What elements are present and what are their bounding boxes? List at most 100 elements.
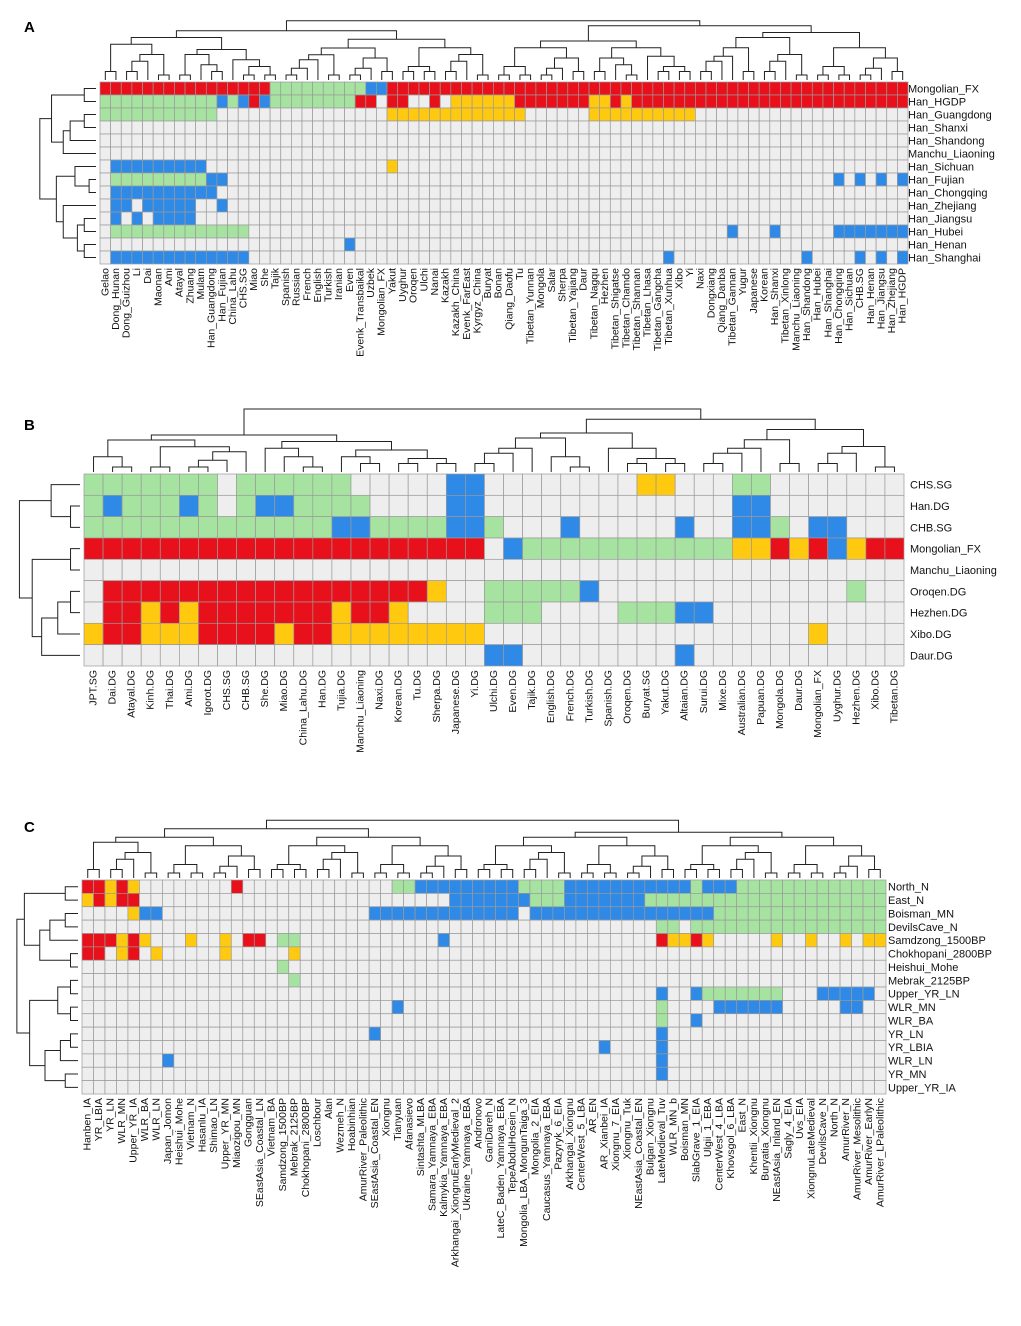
heatmap-cell: [652, 198, 664, 213]
heatmap-cell: [386, 185, 399, 200]
heatmap-cell: [827, 622, 848, 646]
heatmap-cell: [205, 81, 218, 96]
heatmap-cell: [350, 473, 371, 496]
heatmap-cell: [726, 172, 739, 187]
heatmap-cell: [575, 1000, 588, 1015]
heatmap-cell: [816, 1080, 829, 1095]
column-dendrogram-branch: [211, 71, 223, 80]
column-dendrogram-branch: [381, 71, 393, 80]
heatmap-cell: [484, 473, 504, 496]
heatmap-cell: [541, 946, 554, 961]
heatmap-cell: [265, 893, 278, 908]
heatmap-cell: [737, 211, 749, 226]
heatmap-cell: [579, 601, 600, 624]
heatmap-cell: [255, 537, 276, 560]
heatmap-cell: [216, 237, 228, 252]
heatmap-cell: [450, 198, 462, 213]
column-dendrogram-branch: [107, 439, 196, 457]
heatmap-cell: [506, 919, 519, 934]
heatmap-cell: [344, 237, 356, 252]
heatmap-cell: [862, 919, 875, 934]
heatmap-cell: [732, 580, 752, 603]
heatmap-cell: [609, 107, 622, 122]
heatmap-cell: [560, 494, 581, 518]
row-dendrogram-branch: [74, 166, 96, 187]
heatmap-cell: [588, 94, 601, 109]
heatmap-cell: [439, 94, 452, 109]
heatmap-cell: [299, 933, 313, 948]
heatmap-cell: [617, 516, 638, 539]
heatmap-cell: [854, 133, 866, 148]
heatmap-cell: [259, 237, 271, 252]
heatmap-cell: [726, 211, 739, 226]
row-label: Han_Fujian: [908, 175, 964, 187]
heatmap-cell: [865, 644, 886, 667]
heatmap-cell: [461, 224, 473, 239]
row-label: Daur.DG: [910, 650, 953, 662]
heatmap-cell: [874, 906, 887, 921]
heatmap-cell: [631, 146, 643, 161]
heatmap-cell: [552, 1053, 565, 1068]
heatmap-cell: [782, 1000, 795, 1015]
heatmap-cell: [588, 224, 601, 239]
heatmap-cell: [724, 879, 738, 894]
heatmap-cell: [110, 172, 122, 187]
heatmap-cell: [529, 1013, 542, 1028]
heatmap-cell: [437, 919, 450, 934]
heatmap-cell: [690, 946, 703, 961]
heatmap-cell: [886, 94, 898, 109]
column-label: Daur: [578, 268, 590, 291]
heatmap-cell: [701, 893, 715, 908]
heatmap-cell: [195, 81, 207, 96]
heatmap-cell: [376, 237, 388, 252]
column-dendrogram-branch: [665, 463, 686, 472]
heatmap-cell: [482, 237, 494, 252]
heatmap-cell: [875, 107, 888, 122]
heatmap-cell: [236, 494, 256, 518]
heatmap-cell: [609, 973, 623, 988]
heatmap-cell: [827, 537, 848, 560]
column-dendrogram-branch: [454, 869, 468, 878]
heatmap-cell: [641, 133, 654, 148]
heatmap-cell: [514, 81, 526, 96]
column-dendrogram-branch: [232, 59, 260, 80]
column-dendrogram-branch: [713, 55, 734, 80]
heatmap-cell: [121, 644, 142, 667]
heatmap-cell: [495, 893, 508, 908]
heatmap-cell: [414, 1080, 427, 1095]
heatmap-cell: [99, 224, 111, 239]
column-dendrogram-branch: [450, 60, 468, 80]
heatmap-cell: [587, 933, 600, 948]
heatmap-cell: [556, 224, 569, 239]
heatmap-cell: [253, 973, 267, 988]
column-label: Korean: [759, 268, 771, 302]
heatmap-cell: [865, 172, 877, 187]
heatmap-cell: [265, 1080, 278, 1095]
heatmap-cell: [631, 237, 643, 252]
heatmap-cell: [276, 919, 290, 934]
heatmap-cell: [437, 893, 450, 908]
row-dendrogram-branch: [70, 505, 80, 528]
heatmap-cell: [139, 1053, 152, 1068]
heatmap-cell: [789, 494, 810, 518]
heatmap-cell: [450, 237, 462, 252]
heatmap-cell: [724, 933, 738, 948]
heatmap-cell: [833, 172, 845, 187]
heatmap-cell: [311, 1000, 324, 1015]
column-dendrogram-branch: [112, 466, 133, 472]
heatmap-cell: [291, 81, 303, 96]
heatmap-cell: [705, 211, 717, 226]
heatmap-cell: [701, 959, 715, 974]
heatmap-cell: [311, 959, 324, 974]
heatmap-cell: [726, 146, 739, 161]
column-label: TepeAbdulHosein_N: [507, 1098, 519, 1194]
heatmap-cell: [782, 1080, 795, 1095]
heatmap-cell: [196, 1013, 209, 1028]
heatmap-cell: [104, 919, 117, 934]
heatmap-cell: [333, 185, 345, 200]
column-dendrogram-branch: [150, 466, 171, 472]
row-dendrogram-branch: [70, 590, 80, 614]
column-label: Pazyryk_6_EIA: [553, 1098, 565, 1170]
heatmap-cell: [301, 120, 313, 135]
column-dendrogram-branch: [529, 858, 548, 878]
